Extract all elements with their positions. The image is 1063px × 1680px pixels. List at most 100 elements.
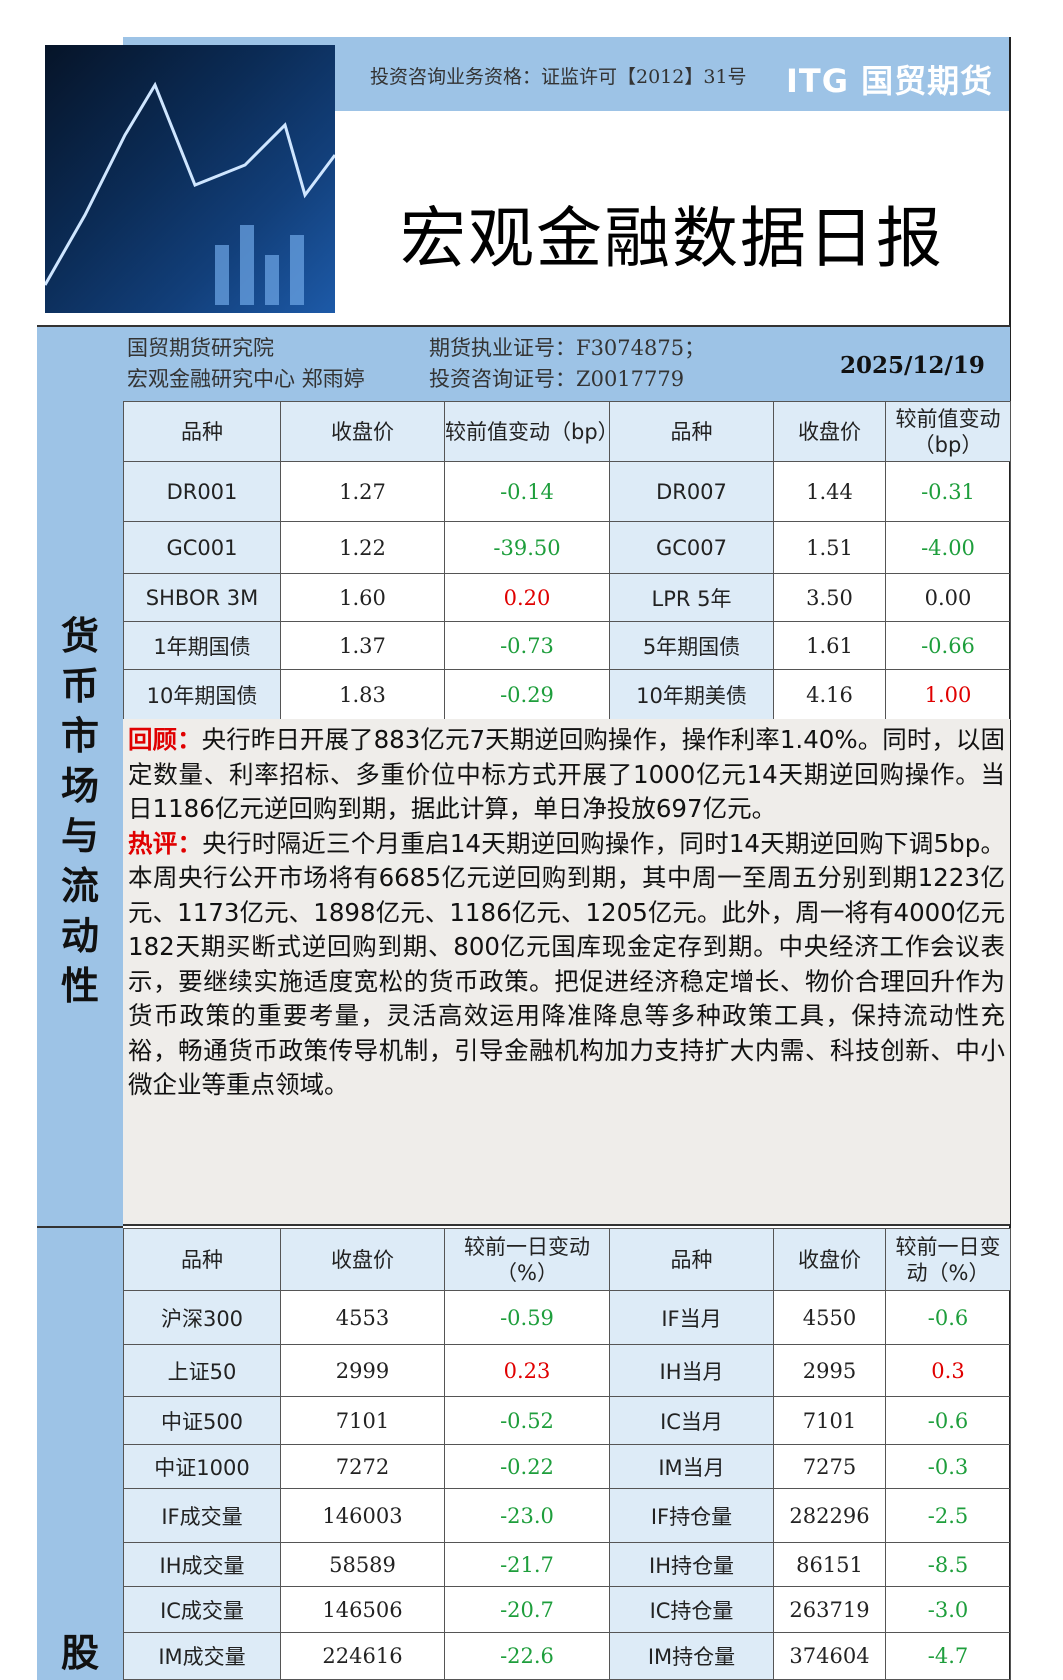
close-price: 7101 — [773, 1396, 886, 1445]
column-header: 较前一日变动（%） — [885, 1228, 1011, 1291]
close-price: 4553 — [280, 1290, 445, 1345]
change-value: -22.6 — [444, 1632, 610, 1680]
close-price: 282296 — [773, 1488, 886, 1543]
instrument-name: IF成交量 — [123, 1488, 281, 1543]
change-value: -0.22 — [444, 1444, 610, 1489]
instrument-name: LPR 5年 — [609, 573, 774, 622]
change-value: -0.14 — [444, 461, 610, 522]
instrument-name: 5年期国债 — [609, 621, 774, 670]
change-value: -0.6 — [885, 1396, 1011, 1445]
instrument-name: IF当月 — [609, 1290, 774, 1345]
futures-license: 期货执业证号：F3074875； — [429, 336, 706, 360]
instrument-name: DR007 — [609, 461, 774, 522]
section-stock-sidebar: 股 — [37, 1228, 123, 1680]
column-header: 品种 — [609, 401, 774, 462]
column-header: 品种 — [609, 1228, 774, 1291]
table-row: GC001 1.22 -39.50 GC007 1.51 -4.00 — [123, 521, 1011, 574]
instrument-name: GC001 — [123, 521, 281, 574]
table-row: 中证1000 7272 -0.22 IM当月 7275 -0.3 — [123, 1444, 1011, 1489]
instrument-name: SHBOR 3M — [123, 573, 281, 622]
table-row: IC成交量 146506 -20.7 IC持仓量 263719 -3.0 — [123, 1586, 1011, 1633]
instrument-name: 中证500 — [123, 1396, 281, 1445]
column-header: 品种 — [123, 1228, 281, 1291]
close-price: 2995 — [773, 1344, 886, 1397]
money-market-table: 品种 收盘价 较前值变动（bp） 品种 收盘价 较前值变动（bp） DR001 1.27 -0.… — [123, 401, 1011, 720]
change-value: -23.0 — [444, 1488, 610, 1543]
column-header: 品种 — [123, 401, 281, 462]
column-header: 收盘价 — [280, 401, 445, 462]
institute: 国贸期货研究院 — [127, 336, 274, 360]
change-value: -3.0 — [885, 1586, 1011, 1633]
close-price: 7272 — [280, 1444, 445, 1489]
instrument-name: IM当月 — [609, 1444, 774, 1489]
change-value: 0.20 — [444, 573, 610, 622]
instrument-name: DR001 — [123, 461, 281, 522]
instrument-name: GC007 — [609, 521, 774, 574]
change-value: -0.6 — [885, 1290, 1011, 1345]
change-value: 1.00 — [885, 669, 1011, 720]
close-price: 146506 — [280, 1586, 445, 1633]
close-price: 1.22 — [280, 521, 445, 574]
right-border — [1009, 37, 1011, 1680]
change-value: -21.7 — [444, 1542, 610, 1587]
column-header: 收盘价 — [280, 1228, 445, 1291]
change-value: 0.3 — [885, 1344, 1011, 1397]
close-price: 1.60 — [280, 573, 445, 622]
comment-label: 热评： — [128, 828, 203, 858]
instrument-name: IH当月 — [609, 1344, 774, 1397]
table-row: IM成交量 224616 -22.6 IM持仓量 374604 -4.7 — [123, 1632, 1011, 1680]
table-row: IF成交量 146003 -23.0 IF持仓量 282296 -2.5 — [123, 1488, 1011, 1543]
review-text: 央行昨日开展了883亿元7天期逆回购操作，操作利率1.40%。同时，以固定数量、… — [128, 725, 1005, 823]
change-value: -0.52 — [444, 1396, 610, 1445]
close-price: 1.37 — [280, 621, 445, 670]
company-logo: ITG 国贸期货 — [786, 62, 994, 100]
header-row: 品种 收盘价 较前一日变动（%） 品种 收盘价 较前一日变动（%） — [123, 1228, 1011, 1291]
change-value: -0.59 — [444, 1290, 610, 1345]
table-row: 1年期国债 1.37 -0.73 5年期国债 1.61 -0.66 — [123, 621, 1011, 670]
column-header: 较前值变动（bp） — [444, 401, 619, 462]
close-price: 1.83 — [280, 669, 445, 720]
close-price: 4550 — [773, 1290, 886, 1345]
change-value: -20.7 — [444, 1586, 610, 1633]
change-value: -4.7 — [885, 1632, 1011, 1680]
qualification-text: 投资咨询业务资格：证监许可【2012】31号 — [370, 66, 747, 88]
close-price: 7101 — [280, 1396, 445, 1445]
header-row: 品种 收盘价 较前值变动（bp） 品种 收盘价 较前值变动（bp） — [123, 401, 1011, 462]
research-center: 宏观金融研究中心 郑雨婷 — [127, 367, 365, 391]
stock-index-table: 品种 收盘价 较前一日变动（%） 品种 收盘价 较前一日变动（%） 沪深300 4553 -0.… — [123, 1228, 1011, 1680]
close-price: 58589 — [280, 1542, 445, 1587]
close-price: 1.51 — [773, 521, 886, 574]
change-value: -39.50 — [444, 521, 610, 574]
section-label-char: 动 — [60, 914, 99, 958]
close-price: 1.27 — [280, 461, 445, 522]
finance-chart-image — [45, 45, 335, 313]
section-label-char: 流 — [60, 864, 99, 908]
advisory-license: 投资咨询证号：Z0017779 — [429, 367, 685, 391]
column-header: 收盘价 — [773, 1228, 886, 1291]
close-price: 2999 — [280, 1344, 445, 1397]
instrument-name: IM成交量 — [123, 1632, 281, 1680]
change-value: -0.73 — [444, 621, 610, 670]
instrument-name: IH持仓量 — [609, 1542, 774, 1587]
column-header: 较前一日变动（%） — [444, 1228, 610, 1291]
table-row: DR001 1.27 -0.14 DR007 1.44 -0.31 — [123, 461, 1011, 522]
section-label-char: 市 — [60, 714, 99, 758]
change-value: -0.66 — [885, 621, 1011, 670]
change-value: -0.3 — [885, 1444, 1011, 1489]
page-title: 宏观金融数据日报 — [400, 200, 944, 277]
instrument-name: 沪深300 — [123, 1290, 281, 1345]
instrument-name: IF持仓量 — [609, 1488, 774, 1543]
review-label: 回顾： — [128, 725, 202, 754]
comment-text: 央行时隔近三个月重启14天期逆回购操作，同时14天期逆回购下调5bp。本周央行公… — [128, 828, 1006, 1100]
close-price: 4.16 — [773, 669, 886, 720]
instrument-name: IC成交量 — [123, 1586, 281, 1633]
column-header: 较前值变动（bp） — [885, 401, 1011, 462]
change-value: -8.5 — [885, 1542, 1011, 1587]
instrument-name: IH成交量 — [123, 1542, 281, 1587]
table-row: 10年期国债 1.83 -0.29 10年期美债 4.16 1.00 — [123, 669, 1011, 720]
section-label: 货币市场与流动性 — [37, 611, 123, 1011]
instrument-name: 10年期国债 — [123, 669, 281, 720]
change-value: 0.23 — [444, 1344, 610, 1397]
close-price: 146003 — [280, 1488, 445, 1543]
commentary: 回顾：央行昨日开展了883亿元7天期逆回购操作，操作利率1.40%。同时，以固定… — [123, 719, 1010, 1226]
